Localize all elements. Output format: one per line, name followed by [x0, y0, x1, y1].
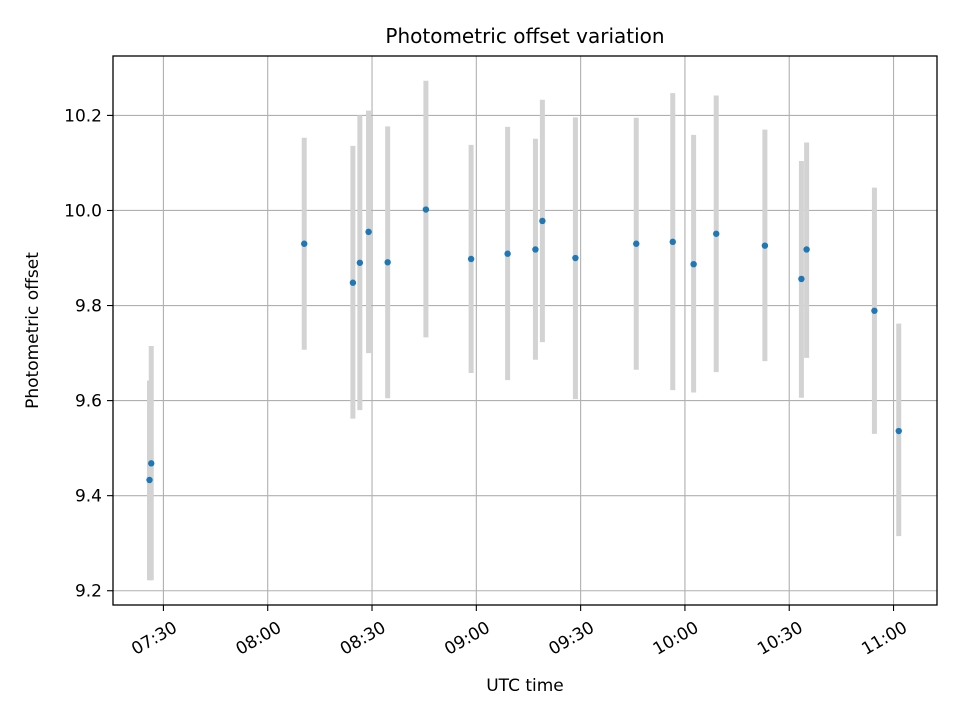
data-point	[349, 279, 357, 286]
y-tick-label: 9.6	[75, 392, 102, 412]
data-point	[532, 246, 539, 253]
x-tick-label: 09:30	[545, 618, 597, 660]
y-tick-label: 9.4	[75, 487, 102, 507]
y-tick-label: 9.8	[75, 297, 102, 317]
data-point	[871, 307, 878, 314]
y-axis-ticks: 9.2 9.4 9.6 9.8 10.0 10.2	[64, 106, 113, 602]
plot-frame	[112, 55, 938, 606]
data-point	[803, 246, 810, 253]
x-tick-label: 07:30	[128, 618, 180, 660]
data-point	[148, 460, 155, 467]
error-bars	[147, 80, 902, 581]
data-point	[798, 275, 805, 283]
data-point	[356, 259, 364, 266]
data-point	[895, 427, 902, 435]
data-point	[761, 242, 769, 249]
data-point	[539, 217, 546, 225]
data-point	[301, 240, 308, 247]
data-point	[572, 254, 579, 262]
data-point	[504, 250, 511, 257]
x-tick-label: 10:00	[650, 618, 702, 660]
y-tick-label: 10.0	[64, 201, 102, 221]
chart-title: Photometric offset variation	[385, 24, 664, 48]
data-point	[713, 230, 720, 237]
data-point	[365, 228, 372, 236]
data-point	[384, 259, 391, 266]
data-point	[146, 476, 153, 484]
y-tick-label: 10.2	[64, 106, 102, 126]
data-points	[146, 206, 902, 484]
data-point	[633, 240, 640, 247]
x-axis-label: UTC time	[486, 676, 564, 696]
x-tick-label: 08:00	[233, 618, 285, 660]
y-tick-label: 9.2	[75, 582, 102, 602]
data-point	[669, 238, 676, 246]
y-axis-label: Photometric offset	[23, 252, 43, 409]
data-point	[467, 255, 475, 263]
x-tick-label: 08:30	[337, 618, 389, 660]
x-tick-label: 09:00	[441, 618, 493, 660]
x-tick-label: 11:00	[858, 618, 910, 660]
x-tick-label: 10:30	[754, 618, 806, 660]
data-point	[422, 206, 430, 213]
data-point	[690, 260, 697, 268]
x-axis-ticks: 07:30 08:00 08:30 09:00 09:30 10:00 10:30 11:00	[128, 605, 911, 660]
grid	[113, 56, 937, 605]
